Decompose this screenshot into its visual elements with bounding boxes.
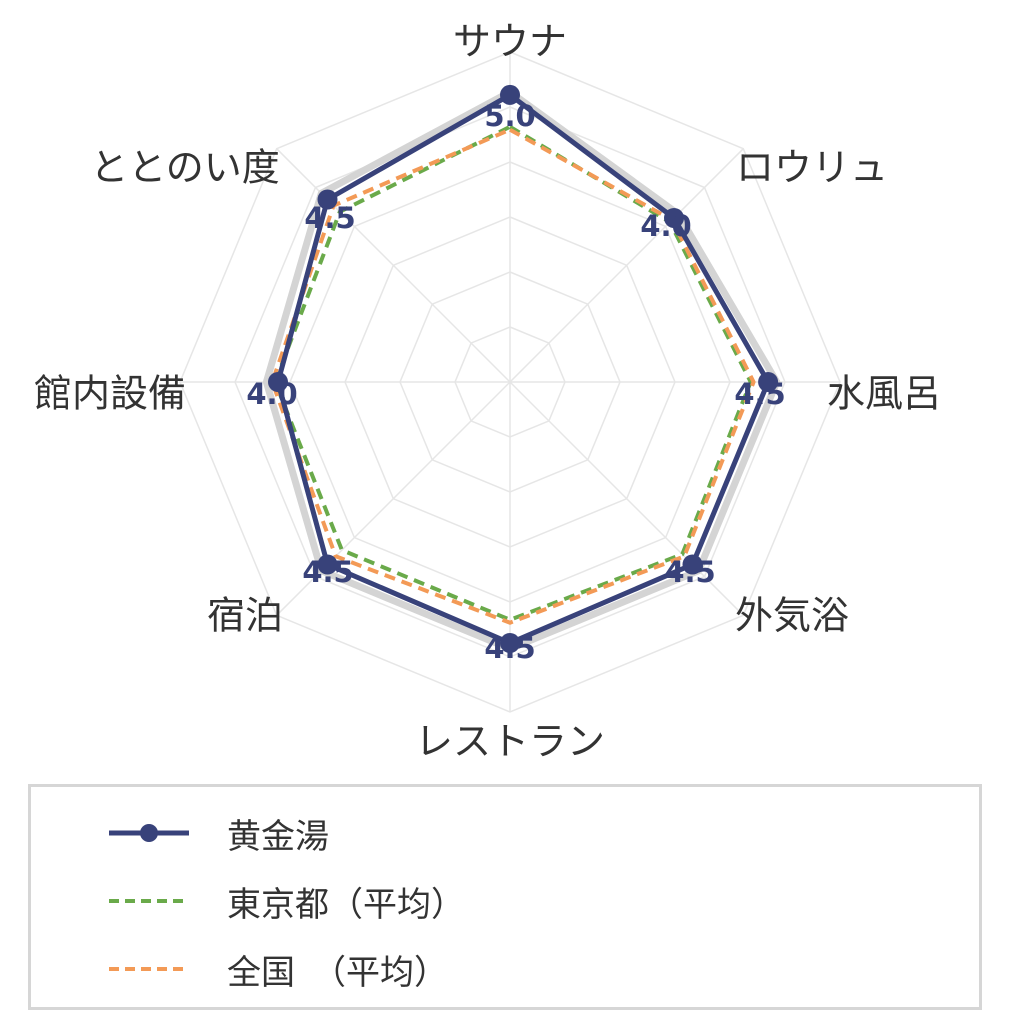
axis-label-6: 館内設備 <box>34 372 186 416</box>
axis-label-7: ととのい度 <box>90 146 280 190</box>
axis-label-3: 外気浴 <box>735 594 849 638</box>
series-0-point-0 <box>500 84 520 105</box>
series-0-point-7 <box>317 189 338 210</box>
legend: 黄金湯 東京都（平均） 全国 （平均） <box>28 784 982 1010</box>
value-label-4: 4.5 <box>484 631 535 665</box>
legend-label-series-1: 東京都（平均） <box>227 884 465 925</box>
grid-spoke-5 <box>276 381 511 616</box>
series-0-point-1 <box>664 208 684 228</box>
legend-swatch-series-0 <box>109 824 189 842</box>
axis-label-4: レストラン <box>415 720 605 761</box>
axis-label-0: サウナ <box>453 20 567 64</box>
legend-label-series-0: 黄金湯 <box>227 816 329 857</box>
radar-grid <box>179 51 841 713</box>
value-label-2: 4.5 <box>734 377 785 411</box>
series-0-point-3 <box>682 554 703 575</box>
value-label-0: 5.0 <box>484 99 535 133</box>
series-line-2 <box>270 127 756 625</box>
value-label-5: 4.5 <box>302 555 353 589</box>
legend-swatch-series-2 <box>109 967 189 971</box>
axis-label-2: 水風呂 <box>827 372 941 416</box>
value-label-7: 4.5 <box>304 201 355 235</box>
legend-swatch-series-1 <box>109 899 189 903</box>
grid-spoke-1 <box>509 148 744 383</box>
value-label-6: 4.0 <box>246 377 297 411</box>
series-0-point-5 <box>317 554 338 575</box>
series-2 <box>270 127 756 625</box>
legend-label-series-2: 全国 （平均） <box>227 952 448 993</box>
axis-label-1: ロウリュ <box>736 146 888 190</box>
axis-label-5: 宿泊 <box>207 594 283 638</box>
value-label-1: 4.0 <box>640 209 691 243</box>
value-label-3: 4.5 <box>664 555 715 589</box>
series-layer <box>268 84 779 653</box>
series-0 <box>268 84 779 653</box>
grid-spoke-3 <box>509 381 744 616</box>
grid-spoke-7 <box>276 148 511 383</box>
series-0-point-6 <box>268 372 288 392</box>
series-0-point-4 <box>500 633 520 653</box>
series-0-point-2 <box>758 372 779 392</box>
